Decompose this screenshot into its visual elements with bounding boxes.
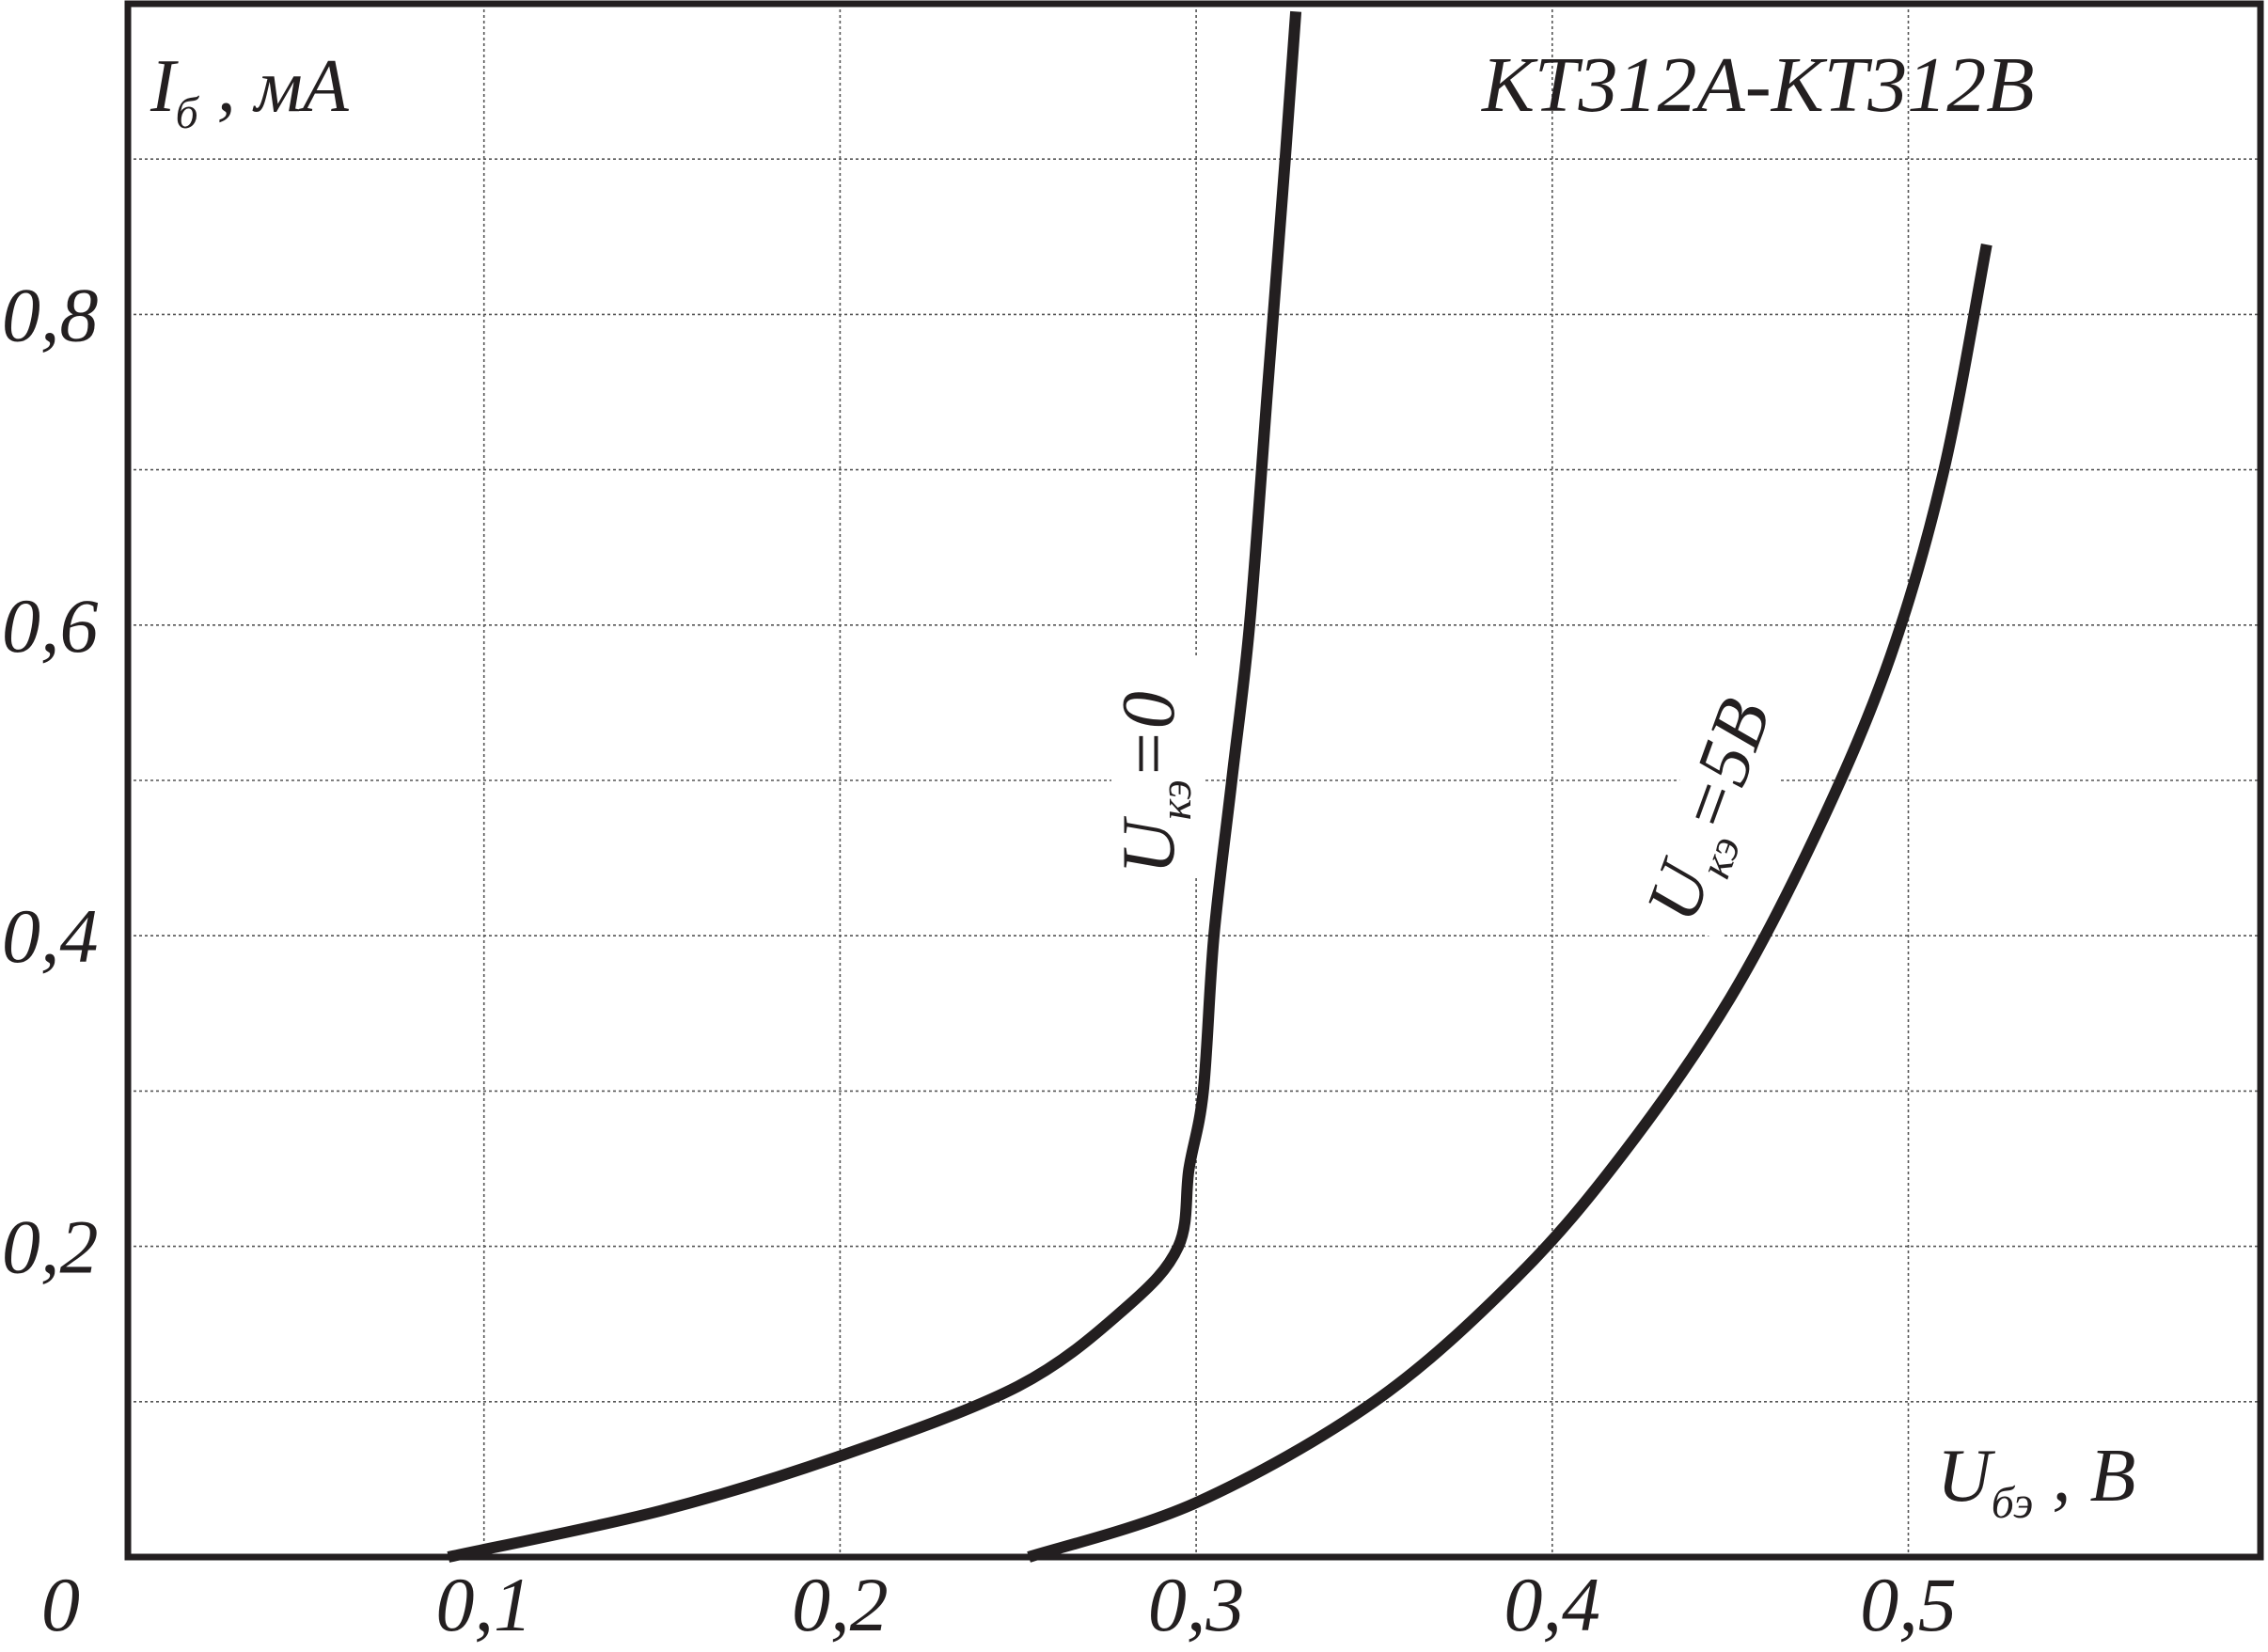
x-tick-label-3: 0,3 [1148, 1562, 1245, 1647]
grid [128, 4, 2260, 1557]
series-label-uce-0-text: Uкэ=0 [1108, 691, 1201, 874]
series-label-uce-0-bg [1111, 656, 1205, 878]
plot-frame [124, 0, 2264, 1561]
y-axis-label-sub: б [176, 88, 200, 138]
series-label-uce-5v-text: Uкэ=5В [1630, 688, 1796, 936]
x-axis-label-sub: бэ [1992, 1478, 2034, 1528]
series-label-uce-5v-rest: =5В [1663, 688, 1788, 842]
x-axis-label: Uбэ , В [1937, 1435, 2135, 1528]
origin-label: 0 [41, 1562, 80, 1647]
x-axis-label-main: U [1937, 1435, 1996, 1518]
y-axis-label: Iб , мА [150, 45, 350, 138]
y-tick-label-2: 0,4 [2, 893, 99, 979]
tick-labels: 0,1 0,2 0,3 0,4 0,5 0,2 0,4 0,6 0,8 [2, 272, 1957, 1647]
y-tick-label-4: 0,8 [2, 272, 99, 357]
series-label-uce-0-main: U [1108, 815, 1190, 874]
x-axis-label-unit: , В [2033, 1435, 2135, 1518]
y-tick-label-3: 0,6 [2, 583, 99, 669]
series-label-uce-0-rest: =0 [1108, 691, 1190, 779]
chart-title: КТ312А-КТ312В [1481, 41, 2035, 129]
x-tick-label-2: 0,2 [792, 1562, 889, 1647]
y-axis-label-main: I [150, 45, 179, 128]
y-tick-label-1: 0,2 [2, 1204, 99, 1290]
x-tick-label-4: 0,4 [1504, 1562, 1601, 1647]
series-lines [447, 10, 1992, 1563]
series-label-uce-5v: Uкэ=5В [1630, 669, 1808, 941]
series-label-uce-0: Uкэ=0 [1108, 656, 1205, 878]
series-label-uce-0-sub: кэ [1151, 779, 1201, 820]
series-line-uce-5v [1027, 243, 1992, 1563]
y-axis-label-unit: , мА [198, 45, 350, 128]
series-label-uce-5v-bg [1632, 669, 1808, 941]
x-tick-label-5: 0,5 [1860, 1562, 1957, 1647]
series-line-uce-0 [447, 10, 1302, 1563]
x-tick-label-1: 0,1 [435, 1562, 532, 1647]
